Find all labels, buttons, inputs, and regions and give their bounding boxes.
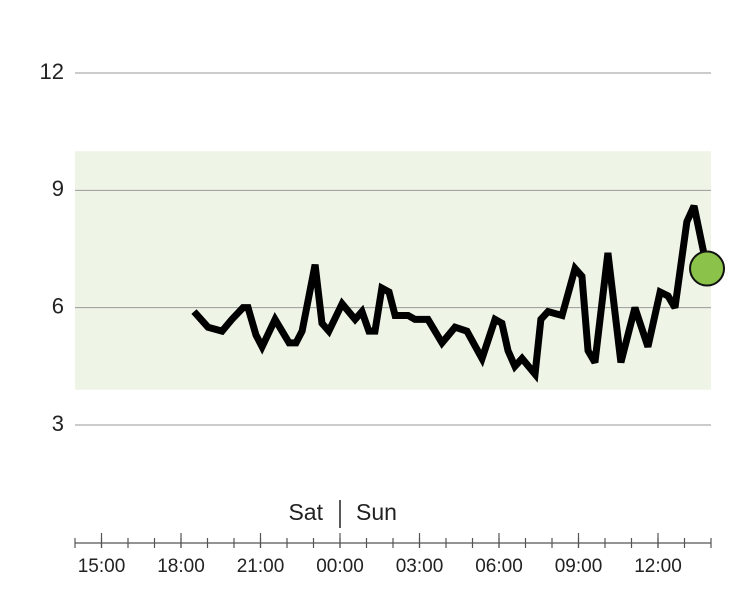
current-value-marker <box>689 250 726 287</box>
y-tick-label: 9 <box>52 176 64 201</box>
day-label: Sun <box>356 499 397 525</box>
x-tick-label: 12:00 <box>634 556 682 577</box>
data-line <box>191 204 711 383</box>
x-tick-label: 18:00 <box>157 556 205 577</box>
y-tick-label: 3 <box>52 411 64 436</box>
x-tick-label: 15:00 <box>78 556 126 577</box>
x-tick-label: 21:00 <box>237 556 285 577</box>
y-tick-label: 6 <box>52 293 64 318</box>
target-range <box>75 151 711 390</box>
x-tick-label: 03:00 <box>396 556 444 577</box>
x-tick-label: 00:00 <box>316 556 364 577</box>
day-label: Sat <box>288 499 323 525</box>
x-tick-label: 09:00 <box>555 556 603 577</box>
y-tick-label: 12 <box>40 59 64 84</box>
x-tick-label: 06:00 <box>475 556 523 577</box>
